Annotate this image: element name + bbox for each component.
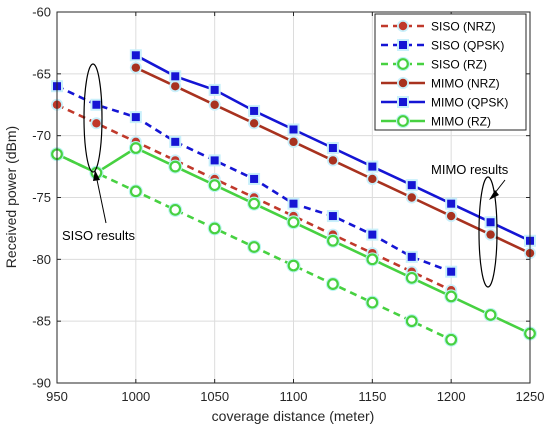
y-axis-label: Received power (dBm) xyxy=(3,126,19,268)
data-point xyxy=(92,100,101,109)
data-point xyxy=(327,278,339,290)
mimo-results-arrowhead xyxy=(489,190,499,200)
data-point xyxy=(446,211,456,221)
legend-marker xyxy=(398,78,408,88)
data-point xyxy=(368,174,377,184)
legend-marker xyxy=(398,21,408,31)
siso-results-label: SISO results xyxy=(62,228,135,243)
x-tick-label: 1000 xyxy=(121,389,150,404)
data-point xyxy=(92,119,101,128)
x-tick-label: 1150 xyxy=(358,389,386,404)
siso-results-arrow xyxy=(95,174,107,224)
data-point xyxy=(486,230,495,239)
siso-results-ellipse xyxy=(83,63,103,173)
data-point xyxy=(328,212,337,221)
y-tick-label: -75 xyxy=(32,190,51,205)
data-point xyxy=(171,137,180,146)
y-tick-label: -80 xyxy=(32,252,51,267)
annotations: MIMO results SISO results xyxy=(62,63,509,288)
data-point xyxy=(208,222,221,235)
mimo-results-ellipse xyxy=(478,176,498,288)
data-point xyxy=(287,259,300,272)
y-tick-label: -85 xyxy=(32,314,51,329)
x-tick-label: 1250 xyxy=(516,389,545,404)
data-point xyxy=(210,85,219,94)
legend-marker xyxy=(397,115,409,127)
legend-marker xyxy=(399,98,407,106)
data-point xyxy=(131,113,140,122)
mimo-results-label: MIMO results xyxy=(431,162,509,177)
data-point xyxy=(328,156,338,165)
data-point xyxy=(407,181,416,190)
data-point xyxy=(447,199,456,208)
legend-label: SISO (NRZ) xyxy=(431,20,496,34)
data-point xyxy=(250,174,259,183)
series-5 xyxy=(50,141,537,341)
legend-box xyxy=(374,13,527,131)
data-point xyxy=(171,82,180,91)
y-tick-label: -65 xyxy=(32,66,51,81)
data-point xyxy=(171,72,180,81)
legend-marker xyxy=(397,58,409,70)
data-point xyxy=(248,197,260,210)
data-point xyxy=(131,63,141,72)
data-point xyxy=(484,309,497,321)
data-point xyxy=(169,160,182,173)
series-4 xyxy=(129,49,536,247)
data-point xyxy=(486,218,495,227)
data-point xyxy=(287,216,300,229)
legend: SISO (NRZ) SISO (QPSK) SISO (RZ) MIMO (NRZ)… xyxy=(374,13,527,131)
data-point xyxy=(368,162,377,171)
legend-label: SISO (RZ) xyxy=(431,58,487,72)
siso-results-arrowhead xyxy=(93,170,100,181)
data-point xyxy=(248,241,260,253)
x-tick-label: 1200 xyxy=(437,389,466,404)
data-point xyxy=(405,315,418,328)
data-point xyxy=(210,100,219,109)
y-tick-label: -70 xyxy=(32,128,51,143)
data-point xyxy=(289,137,298,147)
data-point xyxy=(131,51,140,60)
data-point xyxy=(407,252,416,261)
data-point xyxy=(208,179,221,192)
data-point xyxy=(289,199,298,208)
legend-label: SISO (QPSK) xyxy=(431,39,504,53)
data-point xyxy=(447,267,456,276)
data-point xyxy=(407,193,416,202)
y-tick-label: -60 xyxy=(32,5,51,20)
data-point xyxy=(249,119,259,128)
data-point xyxy=(366,296,379,309)
series-3 xyxy=(129,61,536,260)
data-point xyxy=(366,253,379,266)
x-tick-label: 1100 xyxy=(280,389,308,404)
data-point xyxy=(129,142,142,154)
series-layer xyxy=(50,49,537,347)
legend-marker xyxy=(399,41,407,49)
x-tick-label: 950 xyxy=(46,389,68,404)
axis-ticks: 950 1000 1050 1100 1150 1200 1250 -90 -85 -80 -75 -… xyxy=(32,5,544,405)
legend-label: MIMO (NRZ) xyxy=(431,77,500,91)
data-point xyxy=(289,125,298,134)
y-tick-label: -90 xyxy=(32,376,51,391)
data-point xyxy=(169,203,182,216)
data-point xyxy=(328,144,337,153)
data-point xyxy=(210,156,219,165)
legend-label: MIMO (RZ) xyxy=(431,115,491,129)
data-point xyxy=(445,333,458,346)
data-point xyxy=(250,106,259,115)
data-point xyxy=(327,234,339,247)
x-tick-label: 1050 xyxy=(200,389,229,404)
data-point xyxy=(445,290,458,303)
data-point xyxy=(405,271,418,284)
data-point xyxy=(129,185,142,198)
legend-label: MIMO (QPSK) xyxy=(431,96,508,110)
data-point xyxy=(368,230,377,239)
x-axis-label: coverage distance (meter) xyxy=(212,408,375,424)
